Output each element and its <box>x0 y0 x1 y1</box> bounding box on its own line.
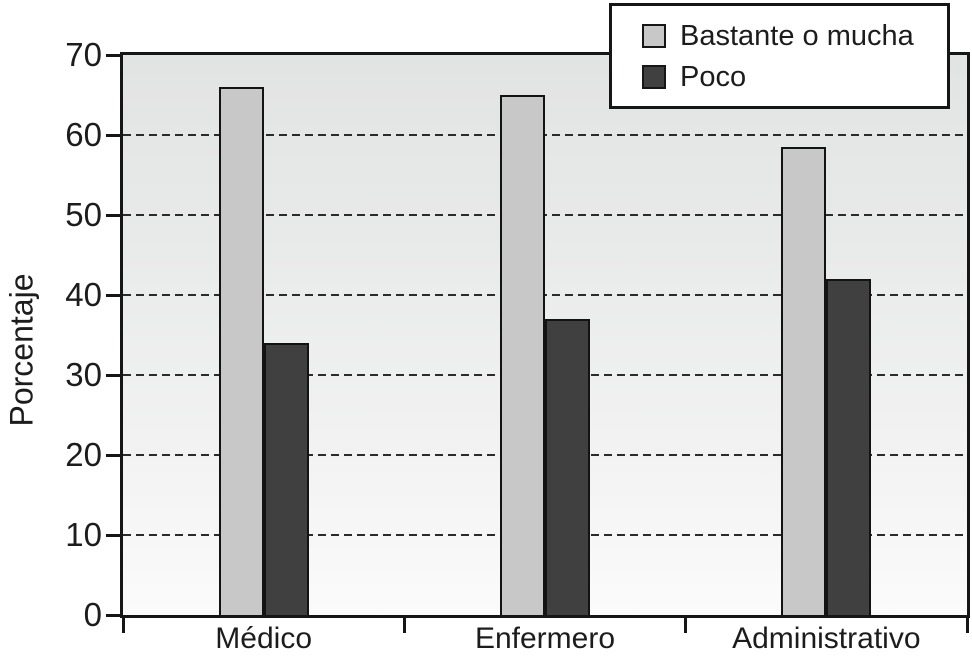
legend-swatch-dark-icon <box>642 64 666 89</box>
y-tick-label: 10 <box>65 516 102 553</box>
y-tick-label: 40 <box>65 276 102 313</box>
legend-item-bastante-o-mucha: Bastante o mucha <box>642 19 947 53</box>
x-category-label: Administrativo <box>732 622 921 655</box>
y-tick-mark <box>106 533 123 537</box>
y-tick-label: 70 <box>65 36 102 73</box>
gridline-50 <box>123 214 967 216</box>
gridline-60 <box>123 134 967 136</box>
y-tick-mark <box>106 53 123 57</box>
y-tick-mark <box>106 613 123 617</box>
bar-dark-Médico <box>263 343 309 615</box>
legend-label-poco: Poco <box>680 60 747 93</box>
x-tick-mark <box>402 618 406 633</box>
legend-item-poco: Poco <box>642 60 947 94</box>
bar-light-Enfermero <box>500 95 545 615</box>
x-tick-mark <box>684 618 688 633</box>
legend-label-bastante-o-mucha: Bastante o mucha <box>680 19 914 52</box>
y-tick-label: 50 <box>65 196 102 233</box>
bar-dark-Administrativo <box>826 279 872 615</box>
x-tick-mark <box>965 618 969 633</box>
y-tick-label: 60 <box>65 116 102 153</box>
bar-light-Médico <box>218 87 264 615</box>
legend: Bastante o mucha Poco <box>609 3 950 109</box>
legend-swatch-light-icon <box>642 23 666 48</box>
x-tick-mark <box>121 618 125 633</box>
y-tick-mark <box>106 453 123 457</box>
y-tick-label: 20 <box>65 436 102 473</box>
y-tick-label: 30 <box>65 356 102 393</box>
y-tick-mark <box>106 133 123 137</box>
y-tick-mark <box>106 293 123 297</box>
y-tick-label: 0 <box>83 596 102 633</box>
y-tick-mark <box>106 373 123 377</box>
x-category-label: Médico <box>215 622 313 655</box>
plot-area <box>120 52 970 618</box>
bar-dark-Enfermero <box>545 319 590 615</box>
x-category-label: Enfermero <box>474 622 616 655</box>
bar-light-Administrativo <box>781 147 827 615</box>
gridline-40 <box>123 294 967 296</box>
y-tick-mark <box>106 213 123 217</box>
